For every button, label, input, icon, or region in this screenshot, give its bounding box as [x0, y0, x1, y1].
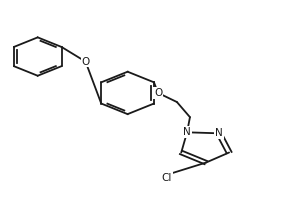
Text: N: N: [215, 128, 223, 138]
Text: Cl: Cl: [162, 173, 172, 183]
Text: N: N: [183, 127, 191, 137]
Text: O: O: [81, 57, 90, 67]
Text: O: O: [154, 88, 162, 98]
